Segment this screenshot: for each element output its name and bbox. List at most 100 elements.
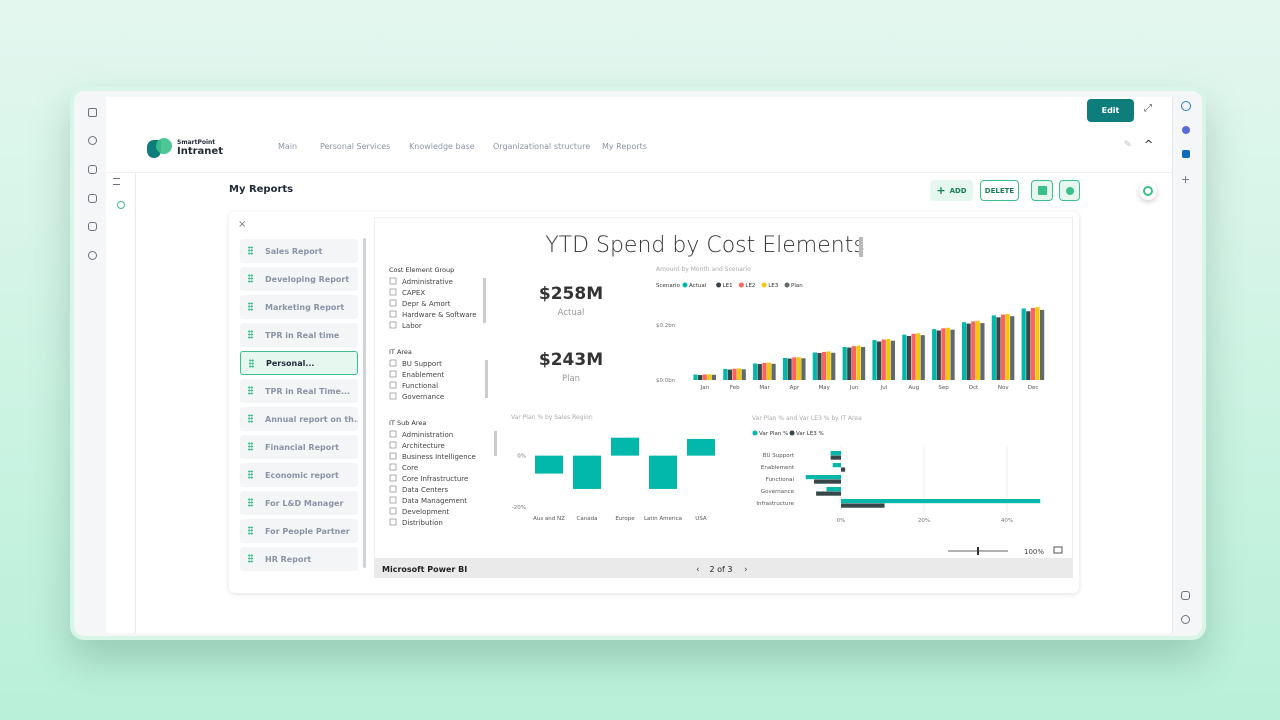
nav-link[interactable]: Knowledge base xyxy=(409,142,475,151)
add-icon[interactable] xyxy=(88,251,97,260)
bar xyxy=(950,329,955,380)
slicer-item: Business Intelligence xyxy=(402,453,476,461)
x-tick-label: Sep xyxy=(938,385,949,391)
report-item[interactable]: For L&D Manager xyxy=(240,491,358,515)
pencil-icon[interactable]: ✎ xyxy=(1124,140,1132,150)
x-tick-label: Dec xyxy=(1028,385,1039,391)
legend-label: Actual xyxy=(689,283,707,289)
outlook-icon[interactable] xyxy=(1182,150,1190,158)
report-item[interactable]: For People Partner xyxy=(240,519,358,543)
legend-label: LE2 xyxy=(745,283,755,289)
user-icon[interactable] xyxy=(117,201,125,209)
home-icon[interactable] xyxy=(88,108,97,117)
drag-handle[interactable] xyxy=(249,359,254,368)
drag-handle[interactable] xyxy=(248,246,253,255)
drag-handle[interactable] xyxy=(248,414,253,423)
nav-link[interactable]: Organizational structure xyxy=(493,142,591,151)
bar xyxy=(841,503,885,508)
report-item[interactable]: Personal... xyxy=(240,351,358,375)
report-title: YTD Spend by Cost Elements xyxy=(545,233,865,258)
globe-icon[interactable] xyxy=(88,136,97,145)
page-indicator: 2 of 3 xyxy=(710,565,733,574)
expand-icon[interactable]: ⤢ xyxy=(1144,103,1152,114)
bar xyxy=(702,374,707,380)
doc-icon[interactable] xyxy=(88,194,97,203)
close-icon[interactable]: × xyxy=(238,219,247,230)
report-name: Economic report xyxy=(265,470,339,480)
checkbox xyxy=(389,463,397,471)
page-title: My Reports xyxy=(229,184,294,195)
report-item[interactable]: HR Report xyxy=(240,547,358,571)
drag-handle[interactable] xyxy=(248,302,253,311)
report-item[interactable]: TPR in Real time xyxy=(240,323,358,347)
fullscreen-button[interactable] xyxy=(1031,180,1053,201)
report-item[interactable]: Economic report xyxy=(240,463,358,487)
bar xyxy=(1035,307,1040,380)
legend-title: Scenario xyxy=(656,283,681,289)
next-page[interactable]: › xyxy=(744,565,748,575)
bar xyxy=(814,479,841,484)
drag-handle[interactable] xyxy=(248,274,253,283)
collapse-icon[interactable]: ^ xyxy=(1144,138,1154,151)
list-scrollbar xyxy=(363,238,366,568)
bar xyxy=(693,374,698,380)
report-item[interactable]: Marketing Report xyxy=(240,295,358,319)
settings-button[interactable] xyxy=(1059,180,1080,201)
report-item[interactable]: TPR in Real Time... xyxy=(240,379,358,403)
legend-dot xyxy=(761,282,767,288)
fit-icon[interactable] xyxy=(1053,546,1063,554)
checkbox xyxy=(389,299,397,307)
report-name: HR Report xyxy=(265,554,312,564)
edit-button[interactable]: Edit xyxy=(1087,99,1134,122)
report-name: Sales Report xyxy=(265,246,323,256)
bar xyxy=(753,363,758,380)
bar xyxy=(1010,316,1015,380)
report-item[interactable]: Developing Report xyxy=(240,267,358,291)
assistant-button[interactable] xyxy=(1139,182,1157,200)
drag-handle[interactable] xyxy=(248,554,253,563)
bar xyxy=(711,374,717,380)
report-item[interactable]: Sales Report xyxy=(240,239,358,263)
delete-button[interactable]: DELETE xyxy=(980,180,1019,201)
bing-icon[interactable] xyxy=(1181,101,1191,111)
copilot-icon[interactable] xyxy=(1182,126,1190,134)
menu-icon[interactable] xyxy=(113,178,120,185)
add-button[interactable]: + ADD xyxy=(930,180,973,201)
report-name: Developing Report xyxy=(265,274,350,284)
prev-page[interactable]: ‹ xyxy=(696,565,700,575)
y-tick-label: $0.0bn xyxy=(656,378,676,384)
drag-handle[interactable] xyxy=(248,386,253,395)
bar xyxy=(966,323,971,380)
settings-icon[interactable] xyxy=(1181,615,1190,624)
bar xyxy=(727,369,733,380)
zoom-thumb[interactable] xyxy=(977,547,979,555)
news-icon[interactable] xyxy=(88,165,97,174)
plus-icon[interactable]: + xyxy=(1181,173,1191,186)
drag-handle[interactable] xyxy=(248,470,253,479)
sidebar-icon[interactable] xyxy=(1181,591,1190,600)
drag-handle[interactable] xyxy=(248,442,253,451)
report-item[interactable]: Financial Report xyxy=(240,435,358,459)
drag-handle[interactable] xyxy=(248,330,253,339)
bar xyxy=(945,327,951,380)
checkbox xyxy=(389,441,397,449)
report-item[interactable]: Annual report on th... xyxy=(240,407,358,431)
table-icon[interactable] xyxy=(88,222,97,231)
x-tick-label: Apr xyxy=(790,385,800,391)
drag-handle[interactable] xyxy=(248,526,253,535)
drag-handle[interactable] xyxy=(248,498,253,507)
bar xyxy=(877,341,882,380)
bar xyxy=(971,321,976,380)
kpi-label: Actual xyxy=(558,308,585,318)
bar xyxy=(1000,314,1006,380)
logo-mark-2 xyxy=(156,138,172,154)
slicer-item: Distribution xyxy=(402,519,443,527)
report-name: For People Partner xyxy=(265,526,350,536)
bar xyxy=(792,357,797,380)
nav-link[interactable]: Personal Services xyxy=(320,142,391,151)
title-cursor xyxy=(859,237,863,257)
bar xyxy=(723,369,728,380)
nav-link[interactable]: My Reports xyxy=(602,142,647,151)
nav-link[interactable]: Main xyxy=(278,142,298,151)
